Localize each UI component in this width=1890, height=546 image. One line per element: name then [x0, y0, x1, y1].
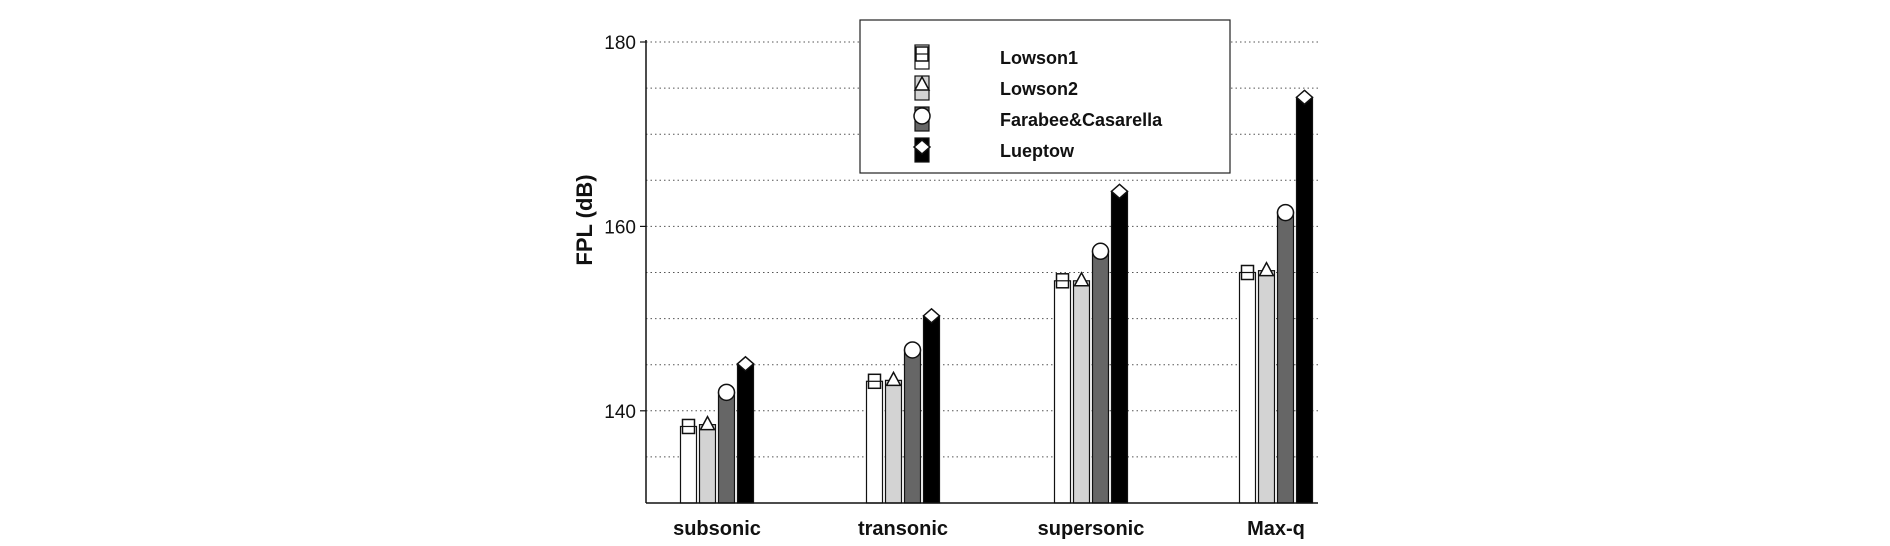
y-tick-label: 140 [604, 402, 636, 423]
circle-marker [1091, 242, 1110, 261]
category-label: subsonic [673, 518, 761, 540]
legend-item: Farabee&Casarella [913, 106, 1163, 132]
category-label: supersonic [1038, 518, 1145, 540]
category-labels: subsonic transonic supersonic Max-q [673, 518, 1305, 540]
bar-subsonic-Farabee&Casarella [717, 391, 736, 504]
axes [640, 40, 1318, 504]
category-label: transonic [858, 518, 948, 540]
circle-marker [903, 341, 922, 359]
bar-Max-q-Farabee&Casarella [1276, 211, 1295, 504]
legend-label: Lowson1 [1000, 48, 1078, 68]
circle-marker [1276, 203, 1295, 222]
legend-item: Lueptow [912, 137, 1075, 163]
tick-labels: 140 160 180 [604, 33, 636, 423]
y-tick-label: 160 [604, 217, 636, 238]
diamond-marker [912, 139, 932, 155]
bar-supersonic-Lowson1 [1053, 280, 1072, 504]
bar-subsonic-Lowson2 [698, 424, 717, 504]
bar-transonic-Lowson2 [884, 379, 903, 504]
triangle-marker [1258, 261, 1275, 277]
circle-marker [913, 107, 931, 125]
triangle-marker [1073, 271, 1090, 287]
bar-supersonic-Farabee&Casarella [1091, 250, 1110, 504]
legend-label: Lowson2 [1000, 79, 1078, 99]
diamond-marker [1110, 183, 1129, 200]
bar-transonic-Lowson1 [865, 380, 884, 504]
category-label: Max-q [1247, 518, 1305, 540]
triangle-marker [885, 370, 902, 387]
legend-label: Farabee&Casarella [1000, 110, 1163, 130]
circle-marker [717, 383, 736, 402]
bar-transonic-Farabee&Casarella [903, 349, 922, 504]
bar-Max-q-Lowson1 [1238, 271, 1257, 504]
legend: Lowson1 Lowson2 Farabee&Casarella Lueptow [859, 19, 1231, 174]
bar-subsonic-Lowson1 [679, 425, 698, 504]
bar-transonic-Lueptow [922, 315, 941, 504]
triangle-marker [699, 415, 716, 431]
diamond-marker [736, 355, 755, 372]
triangle-marker [913, 75, 931, 91]
diamond-marker [1295, 89, 1314, 106]
legend-item: Lowson1 [914, 44, 1078, 70]
diamond-marker [922, 307, 941, 324]
bar-subsonic-Lueptow [736, 363, 755, 504]
bar-supersonic-Lowson2 [1072, 280, 1091, 504]
bar-supersonic-Lueptow [1110, 190, 1129, 504]
legend-item: Lowson2 [913, 75, 1078, 101]
legend-label: Lueptow [1000, 141, 1075, 161]
y-tick-label: 180 [604, 33, 636, 54]
bar-Max-q-Lueptow [1295, 96, 1314, 504]
bars [679, 89, 1314, 504]
y-axis-title: FPL (dB) [572, 174, 597, 265]
bar-Max-q-Lowson2 [1257, 270, 1276, 504]
